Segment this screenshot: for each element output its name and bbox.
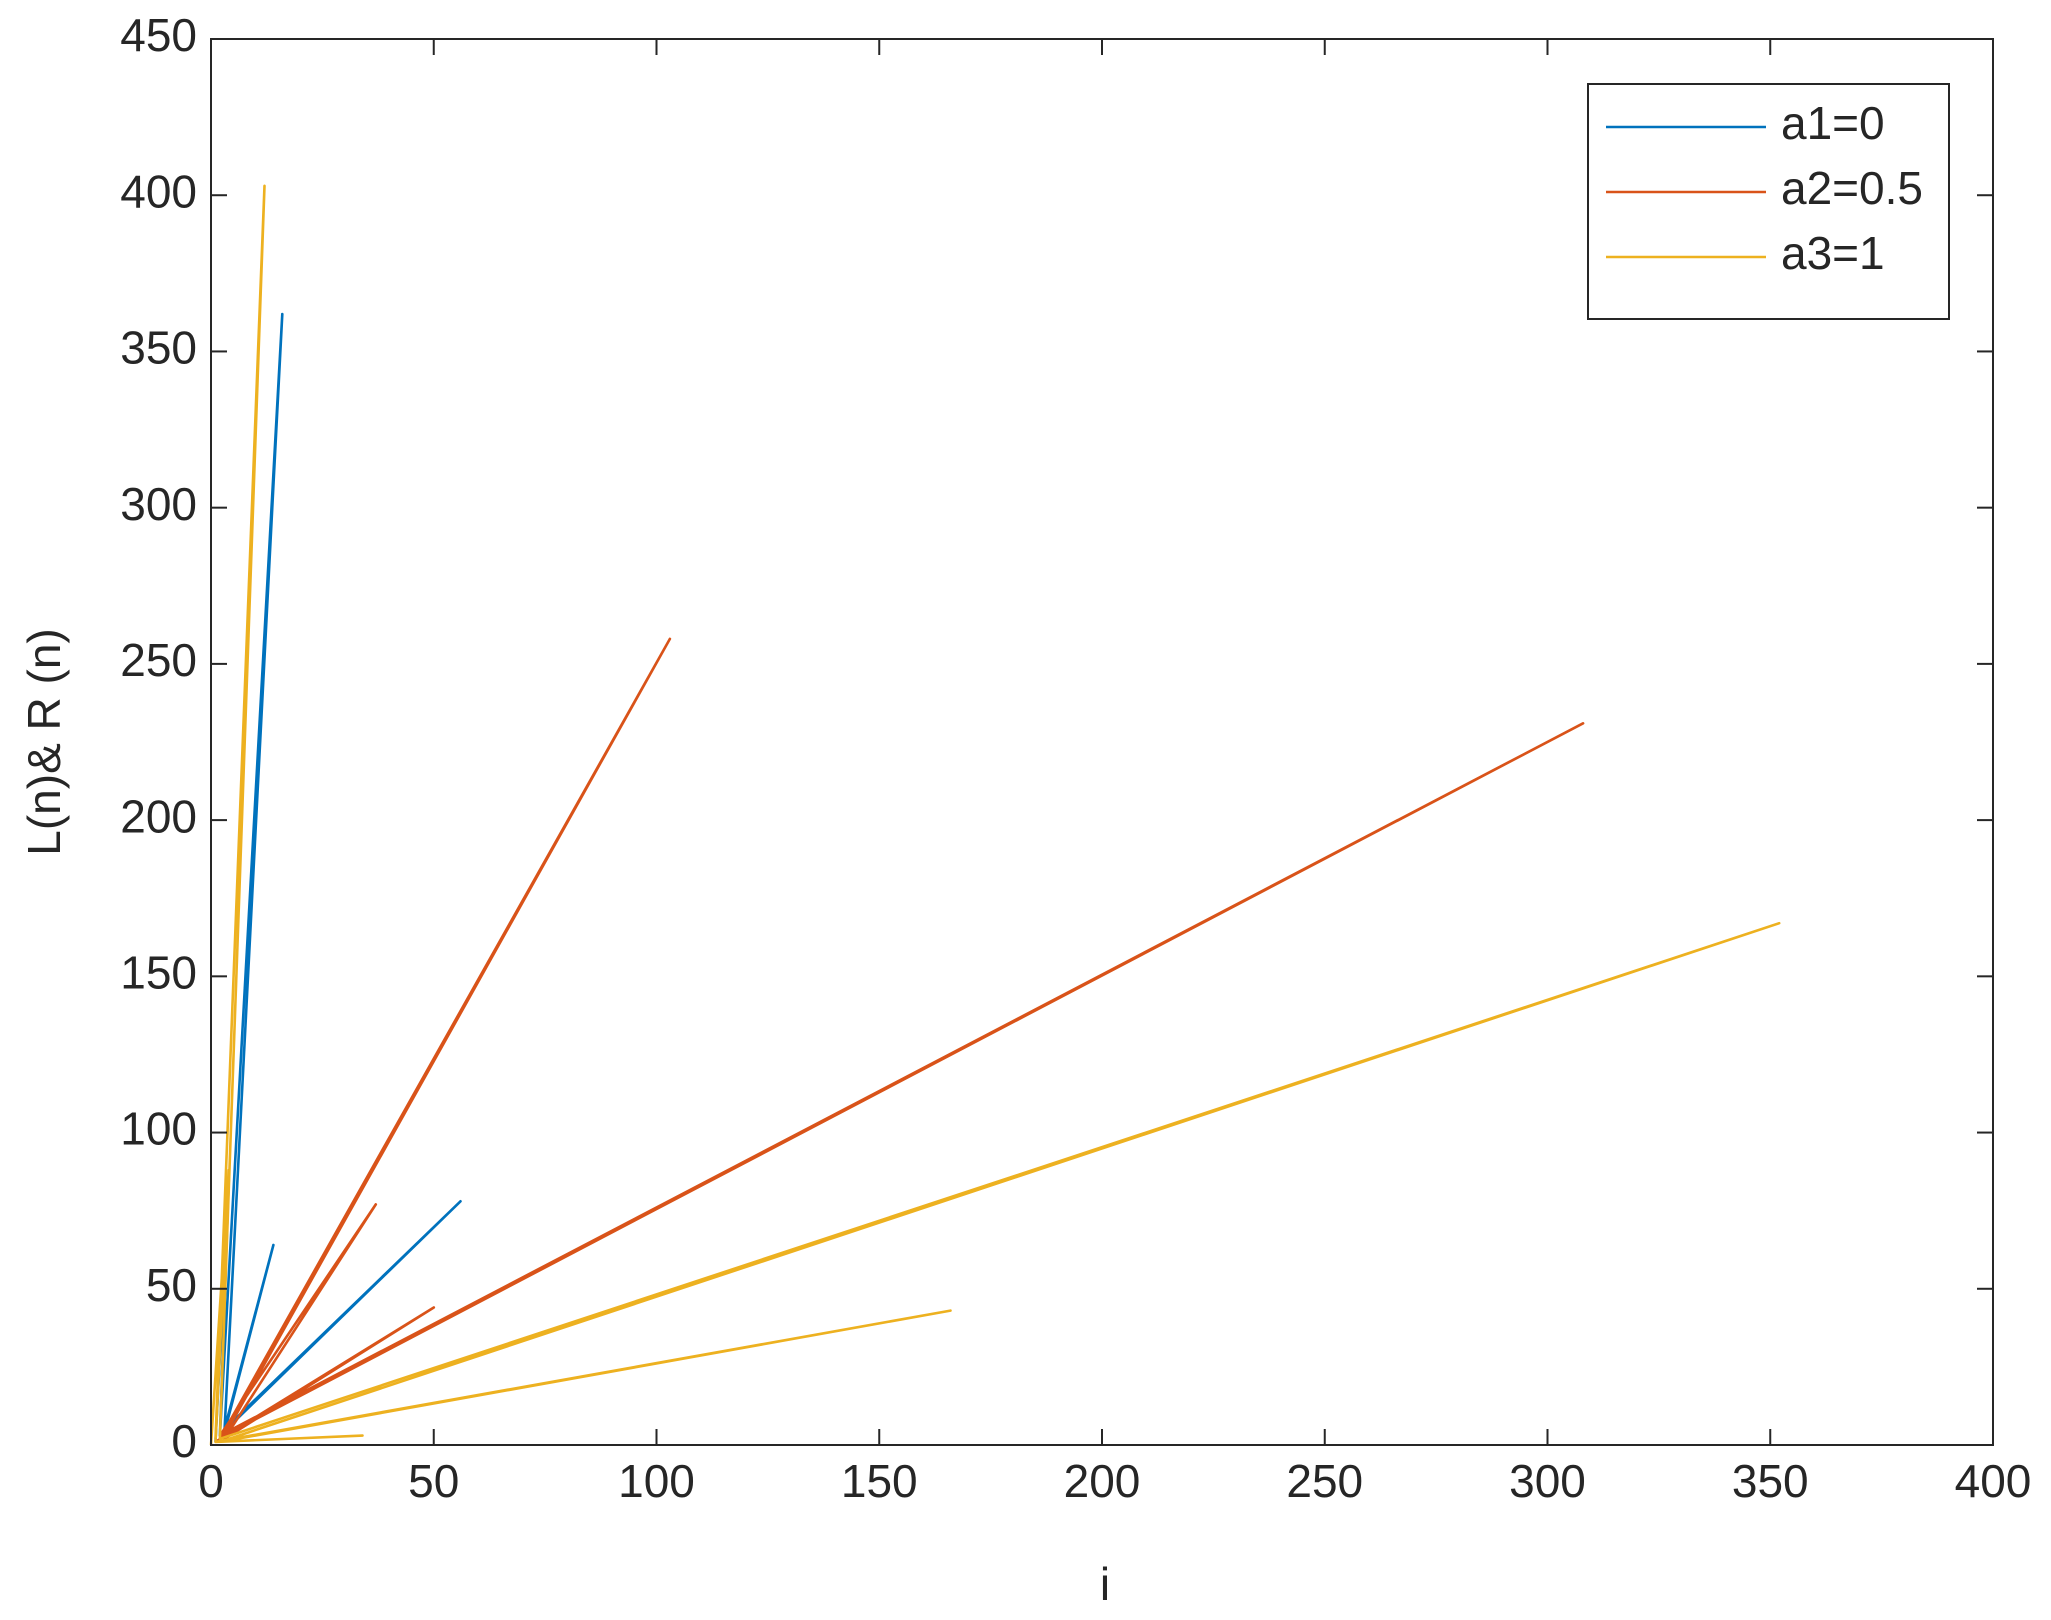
y-tick-label: 150 <box>120 946 197 998</box>
y-tick-label: 200 <box>120 790 197 842</box>
y-tick-label: 250 <box>120 634 197 686</box>
x-tick-label: 50 <box>408 1455 459 1507</box>
x-tick-label: 200 <box>1064 1455 1141 1507</box>
y-tick-label: 100 <box>120 1103 197 1155</box>
x-tick-label: 100 <box>618 1455 695 1507</box>
y-tick-label: 50 <box>146 1259 197 1311</box>
legend-label: a2=0.5 <box>1781 162 1923 214</box>
y-tick-label: 0 <box>171 1415 197 1467</box>
x-axis-label: i <box>1100 1558 1110 1610</box>
x-tick-label: 0 <box>198 1455 224 1507</box>
y-tick-label: 300 <box>120 478 197 530</box>
x-tick-label: 350 <box>1732 1455 1809 1507</box>
legend-label: a1=0 <box>1781 97 1885 149</box>
y-tick-label: 350 <box>120 322 197 374</box>
y-axis-label: L(n)& R (n) <box>18 628 70 855</box>
legend-box <box>1587 83 1950 320</box>
data-line <box>209 184 1781 1446</box>
x-tick-label: 400 <box>1955 1455 2032 1507</box>
x-tick-label: 150 <box>841 1455 918 1507</box>
y-tick-label: 400 <box>120 165 197 217</box>
x-tick-label: 250 <box>1286 1455 1363 1507</box>
legend-label: a3=1 <box>1781 227 1885 279</box>
y-tick-label: 450 <box>120 9 197 61</box>
x-tick-label: 300 <box>1509 1455 1586 1507</box>
